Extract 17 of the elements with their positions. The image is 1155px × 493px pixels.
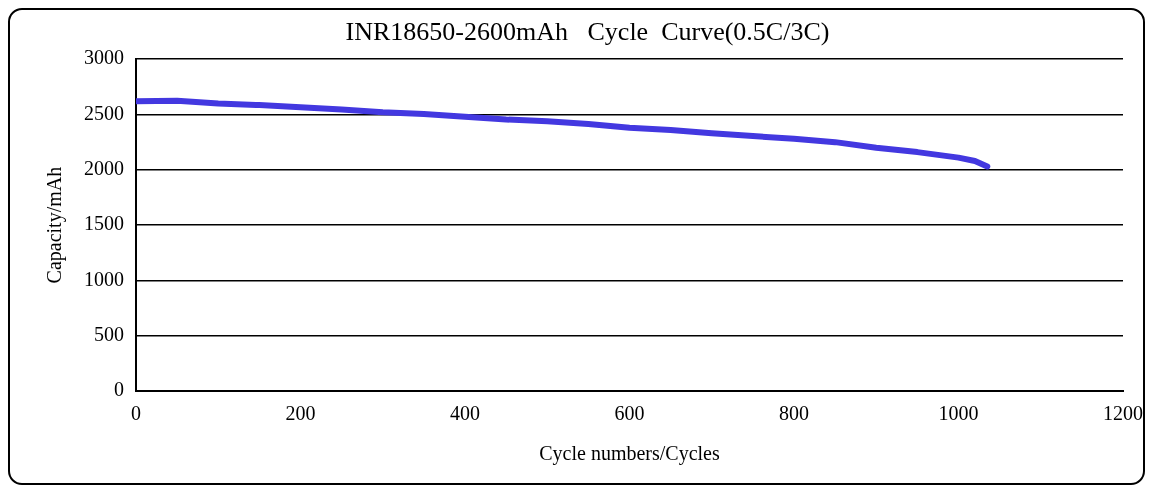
x-tick-label: 400 — [450, 402, 480, 425]
y-tick-label: 1500 — [84, 212, 124, 235]
x-tick-label: 1200 — [1103, 402, 1143, 425]
y-tick-label: 500 — [94, 322, 124, 345]
y-tick-label: 0 — [114, 378, 124, 401]
y-tick-label: 2500 — [84, 101, 124, 124]
x-axis-title: Cycle numbers/Cycles — [539, 442, 720, 466]
y-axis-title: Capacity/mAh — [43, 166, 67, 284]
chart-title: INR18650-2600mAh Cycle Curve(0.5C/3C) — [345, 17, 830, 47]
y-tick-label: 3000 — [84, 46, 124, 69]
x-tick-label: 600 — [614, 402, 645, 425]
y-tick-label: 2000 — [84, 157, 124, 180]
x-tick-label: 200 — [285, 402, 316, 425]
x-tick-label: 800 — [779, 402, 809, 425]
x-tick-label: 0 — [131, 402, 141, 425]
x-tick-label: 1000 — [938, 402, 979, 425]
y-tick-label: 1000 — [84, 267, 124, 290]
